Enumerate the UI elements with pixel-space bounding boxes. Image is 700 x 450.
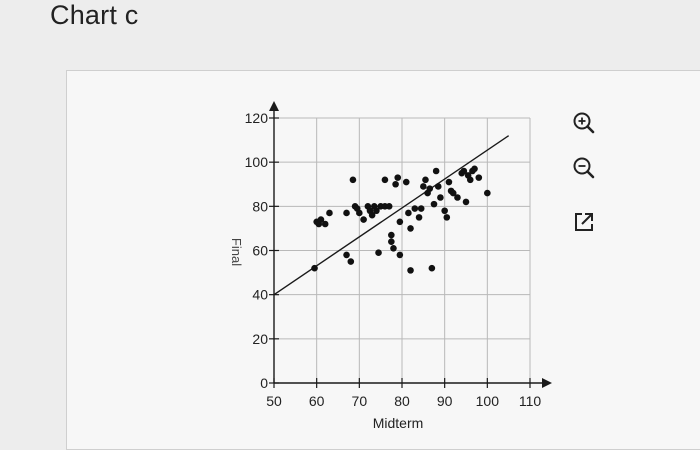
y-tick-label: 20 <box>252 331 268 347</box>
data-point <box>394 174 402 181</box>
expand-button[interactable] <box>570 208 598 236</box>
x-axis-label: Midterm <box>373 415 424 431</box>
zoom-out-icon <box>573 157 595 179</box>
data-point <box>449 189 457 197</box>
point-layer <box>311 165 491 274</box>
data-point <box>405 209 412 217</box>
data-point <box>349 176 357 184</box>
data-point <box>317 216 325 223</box>
data-point <box>466 176 474 184</box>
y-tick-label: 120 <box>245 110 269 126</box>
data-point <box>428 264 436 272</box>
scatter-chart: Midterm Final 50 60 70 80 90 100 110 0 20 40 60 80 1… <box>229 101 552 431</box>
y-tick-label: 40 <box>252 287 268 303</box>
x-tick-label: 50 <box>266 393 282 409</box>
data-point <box>343 251 350 259</box>
data-point <box>426 185 434 192</box>
y-tick-label: 80 <box>252 198 268 214</box>
data-point <box>390 244 397 252</box>
x-tick-label: 60 <box>309 393 325 409</box>
data-point <box>311 264 318 272</box>
data-point <box>375 249 382 257</box>
data-point <box>373 207 380 215</box>
data-point <box>407 267 414 274</box>
data-point <box>460 167 468 175</box>
data-point <box>388 238 395 245</box>
data-point <box>411 205 419 212</box>
data-point <box>437 194 444 201</box>
data-point <box>462 198 470 206</box>
data-point <box>454 194 461 201</box>
data-point <box>430 200 438 208</box>
zoom-in-button[interactable] <box>570 109 598 137</box>
data-point <box>392 180 399 188</box>
zoom-in-icon <box>573 112 595 134</box>
data-point <box>396 218 404 226</box>
x-tick-label: 110 <box>519 393 542 409</box>
data-point <box>388 231 395 239</box>
data-point <box>385 203 393 210</box>
y-axis-arrow <box>269 101 279 111</box>
data-point <box>343 209 350 217</box>
x-tick-label: 70 <box>352 393 368 409</box>
data-point <box>471 165 478 173</box>
data-point <box>445 178 453 186</box>
grid-layer <box>274 117 531 383</box>
data-point <box>422 176 429 184</box>
data-point <box>415 214 423 221</box>
axis-layer <box>269 101 552 388</box>
data-point <box>321 220 329 228</box>
label-layer: Midterm Final 50 60 70 80 90 100 110 0 20 40 60 80 1… <box>229 110 541 431</box>
data-point <box>407 225 414 232</box>
data-point <box>441 207 448 215</box>
data-point <box>434 183 442 190</box>
trend-line <box>273 135 510 296</box>
data-point <box>420 183 427 190</box>
x-tick-label: 90 <box>437 393 453 409</box>
data-point <box>443 214 451 221</box>
data-point <box>475 174 483 181</box>
y-axis-label: Final <box>229 238 244 266</box>
data-point <box>356 209 363 217</box>
x-tick-label: 80 <box>394 393 410 409</box>
data-point <box>381 176 389 184</box>
expand-icon <box>575 213 593 231</box>
data-point <box>360 216 367 223</box>
data-point <box>396 251 404 259</box>
data-point <box>326 209 333 217</box>
x-tick-label: 100 <box>476 393 500 409</box>
page-title: Chart c <box>50 0 139 30</box>
data-point <box>347 258 355 265</box>
x-axis-arrow <box>542 378 552 388</box>
data-point <box>432 167 440 175</box>
chart-panel <box>66 70 700 450</box>
data-point <box>402 178 410 186</box>
data-point <box>484 189 491 197</box>
y-tick-label: 100 <box>245 154 269 170</box>
data-point <box>417 205 425 212</box>
zoom-out-button[interactable] <box>570 154 598 182</box>
y-tick-label: 60 <box>252 243 268 259</box>
data-point <box>368 211 376 219</box>
trend-line-layer <box>273 135 510 296</box>
y-tick-label: 0 <box>260 375 268 391</box>
